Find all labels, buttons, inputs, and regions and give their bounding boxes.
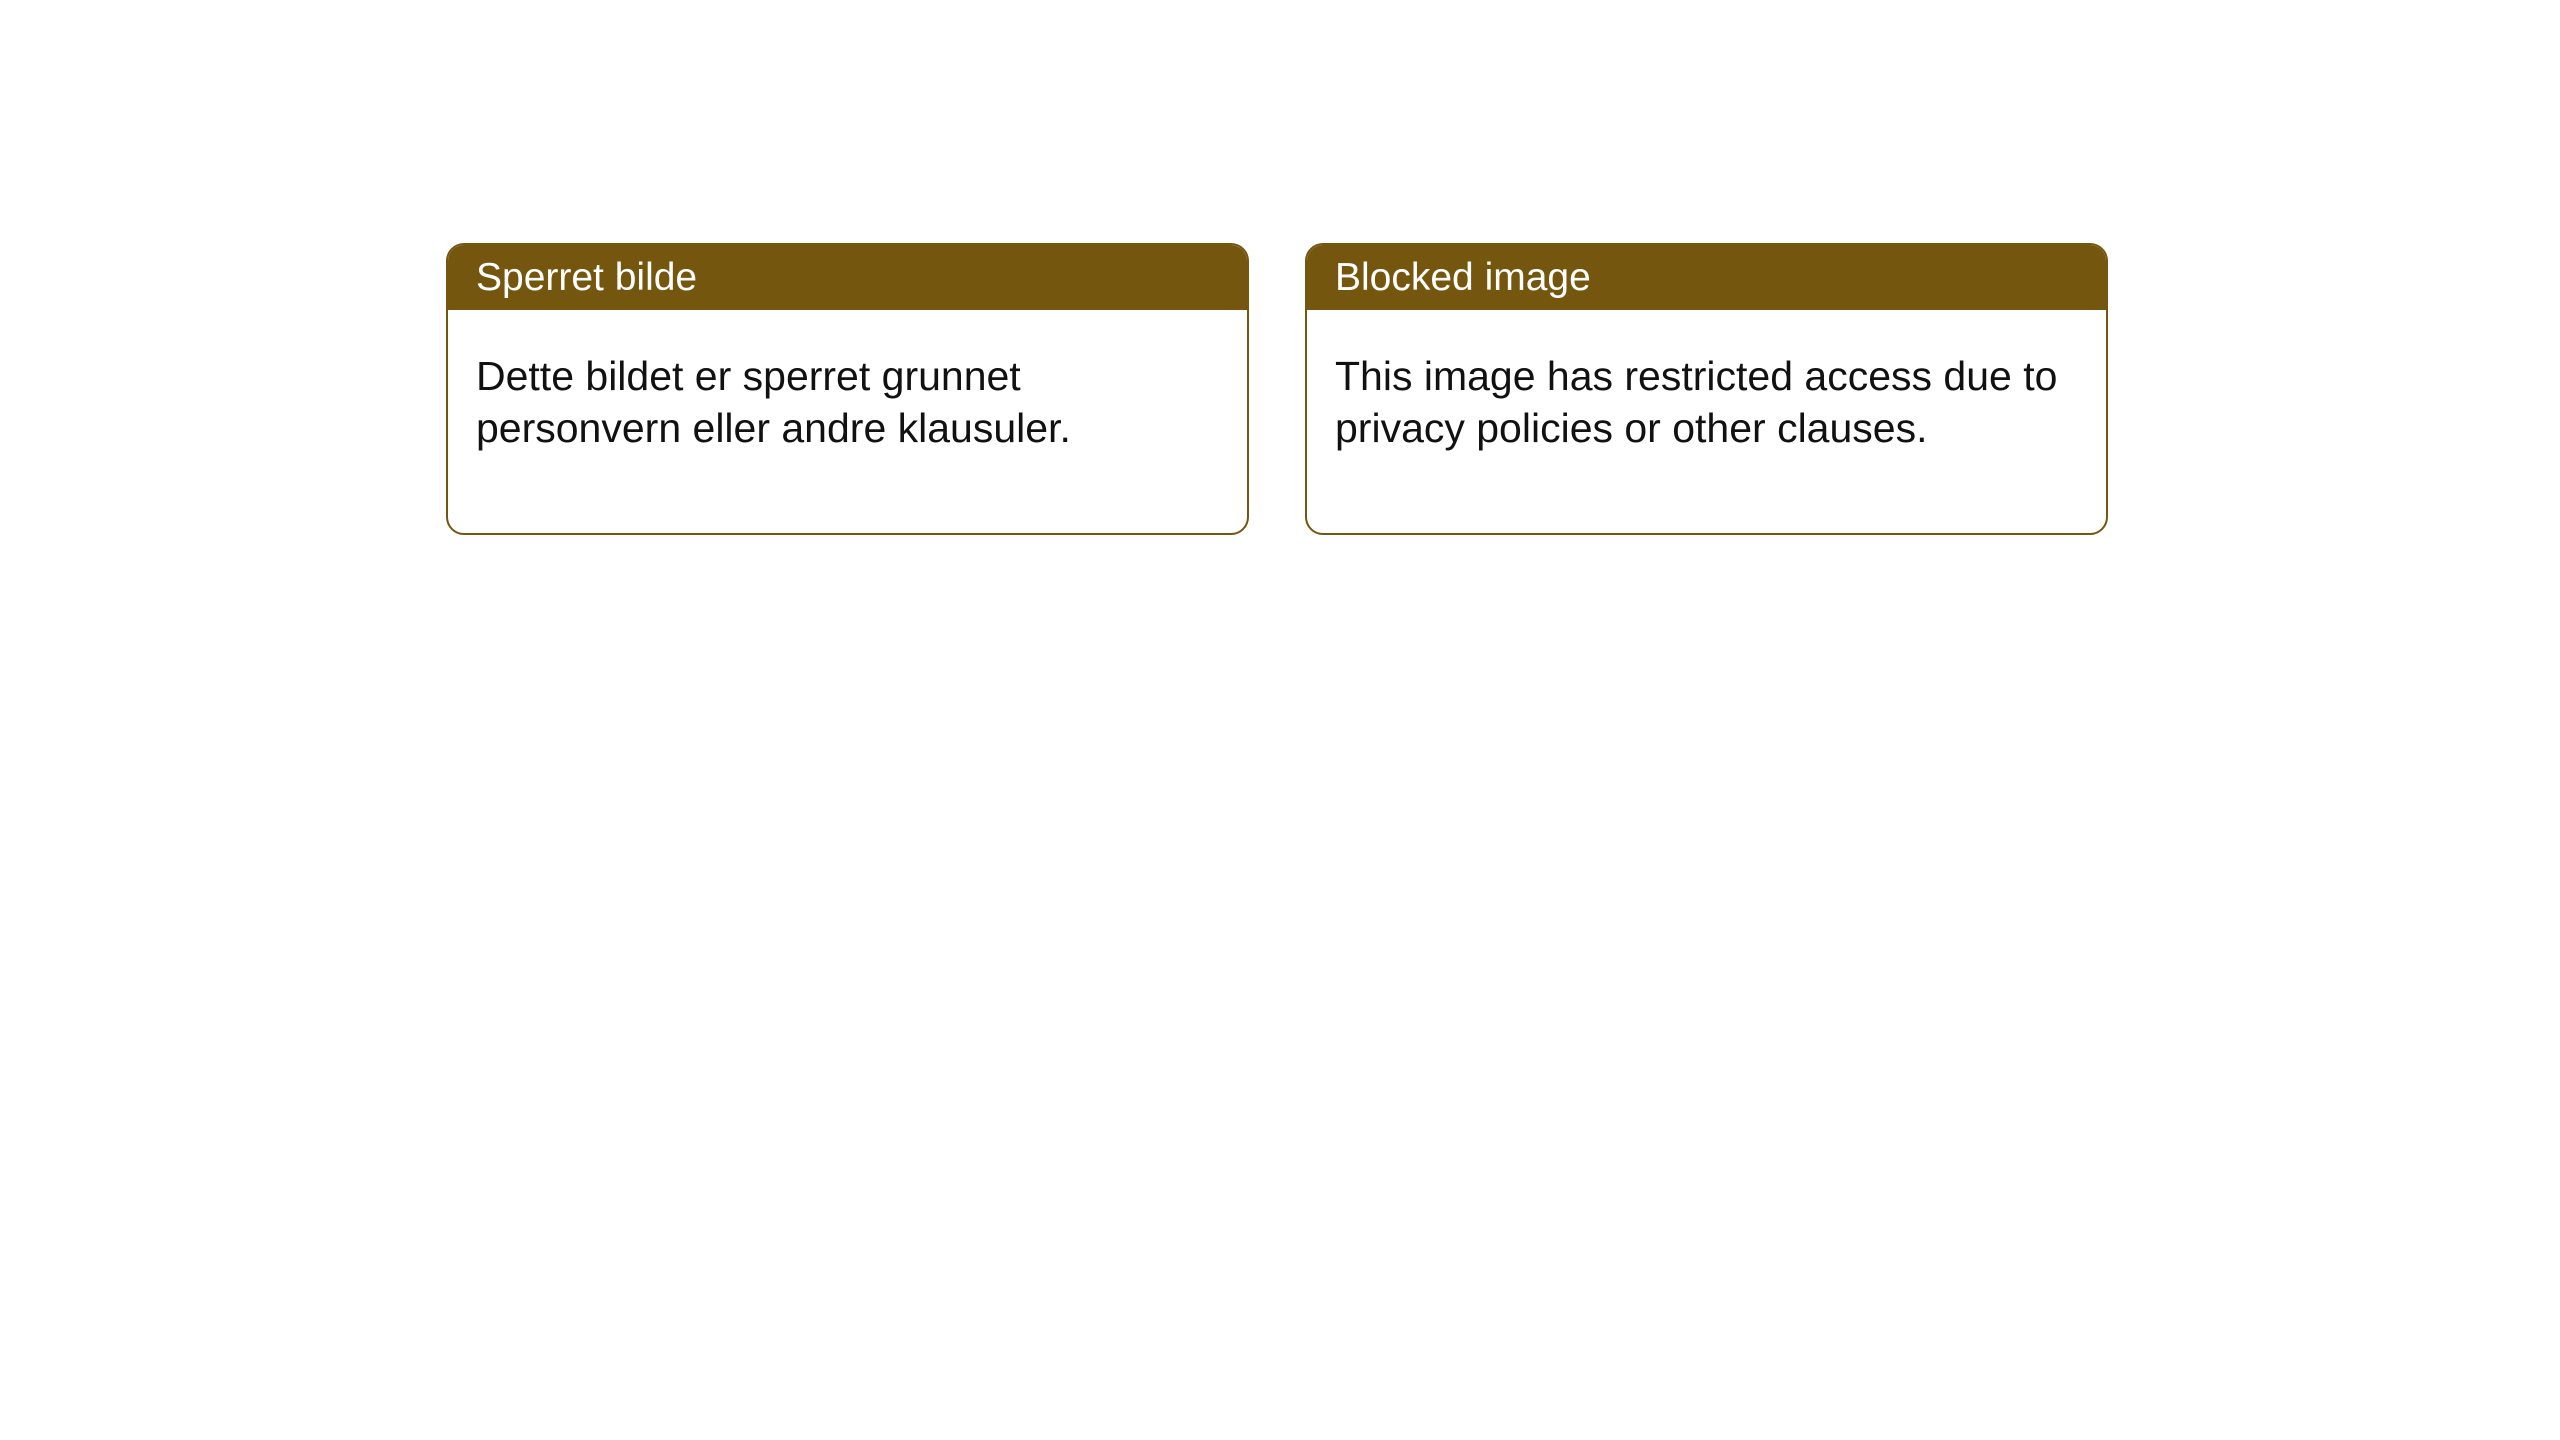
notice-card-norwegian: Sperret bilde Dette bildet er sperret gr… bbox=[446, 243, 1249, 535]
notice-container: Sperret bilde Dette bildet er sperret gr… bbox=[446, 243, 2108, 535]
notice-card-title: Blocked image bbox=[1307, 245, 2106, 310]
notice-card-english: Blocked image This image has restricted … bbox=[1305, 243, 2108, 535]
notice-card-body: This image has restricted access due to … bbox=[1307, 310, 2106, 533]
notice-card-body: Dette bildet er sperret grunnet personve… bbox=[448, 310, 1247, 533]
notice-card-title: Sperret bilde bbox=[448, 245, 1247, 310]
